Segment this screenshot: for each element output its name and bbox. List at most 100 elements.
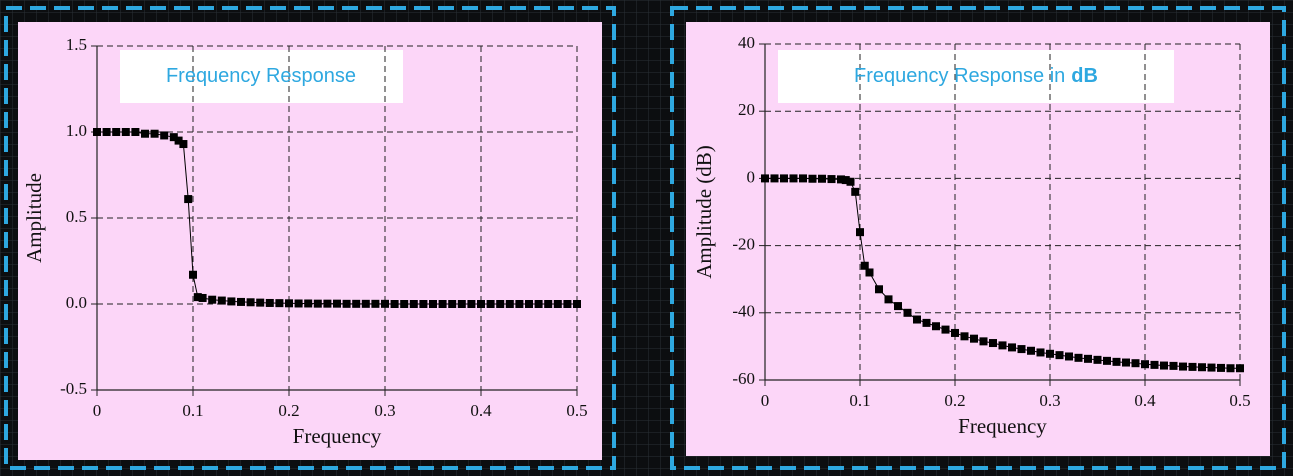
marker xyxy=(515,300,524,308)
title-text: Frequency Response in xyxy=(854,65,1065,87)
marker xyxy=(856,228,864,237)
marker xyxy=(1198,363,1206,372)
x-tick-label: 0.1 xyxy=(182,401,203,420)
marker xyxy=(193,293,202,302)
marker xyxy=(1093,355,1102,364)
marker xyxy=(304,299,313,308)
y-axis-label: Amplitude (dB) xyxy=(692,145,716,279)
marker xyxy=(1036,348,1045,357)
marker xyxy=(818,174,826,183)
marker xyxy=(1103,356,1111,365)
x-tick-label: 0 xyxy=(93,401,102,420)
marker xyxy=(1027,346,1035,355)
marker xyxy=(496,300,505,308)
marker xyxy=(121,128,130,136)
marker xyxy=(1179,362,1187,371)
marker xyxy=(837,175,845,184)
marker xyxy=(1131,359,1140,368)
marker xyxy=(998,341,1007,350)
title-text: Frequency Response xyxy=(166,65,356,87)
marker xyxy=(970,334,978,343)
marker xyxy=(1074,353,1083,362)
marker xyxy=(1207,363,1216,372)
marker xyxy=(323,299,332,308)
marker xyxy=(989,339,997,348)
x-tick-label: 0.5 xyxy=(566,401,587,420)
marker xyxy=(841,176,850,185)
marker xyxy=(333,299,341,308)
marker xyxy=(1084,354,1092,363)
marker xyxy=(770,174,779,183)
y-tick-label: 0 xyxy=(747,167,756,186)
marker xyxy=(1017,345,1026,354)
marker xyxy=(184,195,193,204)
marker xyxy=(246,298,255,307)
marker xyxy=(941,325,950,334)
title-emphasis: dB xyxy=(1071,65,1098,87)
marker xyxy=(285,299,293,308)
marker xyxy=(131,128,140,136)
x-tick-label: 0.3 xyxy=(1039,391,1060,410)
marker xyxy=(381,299,389,308)
marker xyxy=(846,177,855,186)
marker xyxy=(169,133,178,142)
marker xyxy=(1055,351,1064,360)
marker xyxy=(1046,349,1054,358)
marker xyxy=(429,300,437,308)
marker xyxy=(1169,361,1178,370)
panel-border xyxy=(4,6,616,470)
x-tick-label: 0.2 xyxy=(944,391,965,410)
y-tick-label: 40 xyxy=(738,33,755,52)
marker xyxy=(112,128,121,136)
marker xyxy=(342,299,351,308)
y-tick-label: 1.5 xyxy=(66,35,87,54)
marker xyxy=(894,302,902,311)
y-axis-label: Amplitude xyxy=(22,173,46,263)
marker xyxy=(851,187,860,196)
x-tick-label: 0.1 xyxy=(849,391,870,410)
x-tick-label: 0.4 xyxy=(470,401,492,420)
marker xyxy=(1150,360,1159,369)
marker xyxy=(573,300,581,308)
marker xyxy=(789,174,798,183)
marker xyxy=(160,131,169,140)
marker xyxy=(1188,362,1197,371)
x-tick-label: 0.5 xyxy=(1229,391,1250,410)
marker xyxy=(534,300,543,308)
marker xyxy=(294,299,303,308)
x-tick-label: 0 xyxy=(761,391,770,410)
marker xyxy=(922,318,931,327)
y-tick-label: 20 xyxy=(738,100,755,119)
marker xyxy=(174,136,183,145)
marker xyxy=(913,315,921,324)
x-axis-label: Frequency xyxy=(293,424,382,448)
marker xyxy=(860,261,869,270)
marker xyxy=(960,332,969,341)
marker xyxy=(400,300,409,308)
marker xyxy=(419,300,428,308)
marker xyxy=(438,300,447,308)
x-tick-label: 0.4 xyxy=(1134,391,1156,410)
y-tick-label: 0.5 xyxy=(66,207,87,226)
marker xyxy=(150,129,159,138)
x-axis-label: Frequency xyxy=(958,414,1047,438)
y-tick-label: -40 xyxy=(732,302,755,321)
marker xyxy=(208,295,217,304)
marker xyxy=(1112,357,1121,366)
marker xyxy=(780,174,788,183)
marker xyxy=(875,285,883,294)
marker xyxy=(237,297,245,306)
marker xyxy=(409,300,418,308)
marker xyxy=(544,300,553,308)
marker xyxy=(884,295,893,304)
title-box xyxy=(778,50,1174,103)
marker xyxy=(102,128,111,136)
marker xyxy=(198,293,207,302)
marker xyxy=(1226,364,1235,373)
marker xyxy=(1008,343,1016,352)
marker xyxy=(761,174,769,183)
y-tick-label: -60 xyxy=(732,369,755,388)
y-tick-label: -20 xyxy=(732,235,755,254)
x-tick-label: 0.3 xyxy=(374,401,395,420)
